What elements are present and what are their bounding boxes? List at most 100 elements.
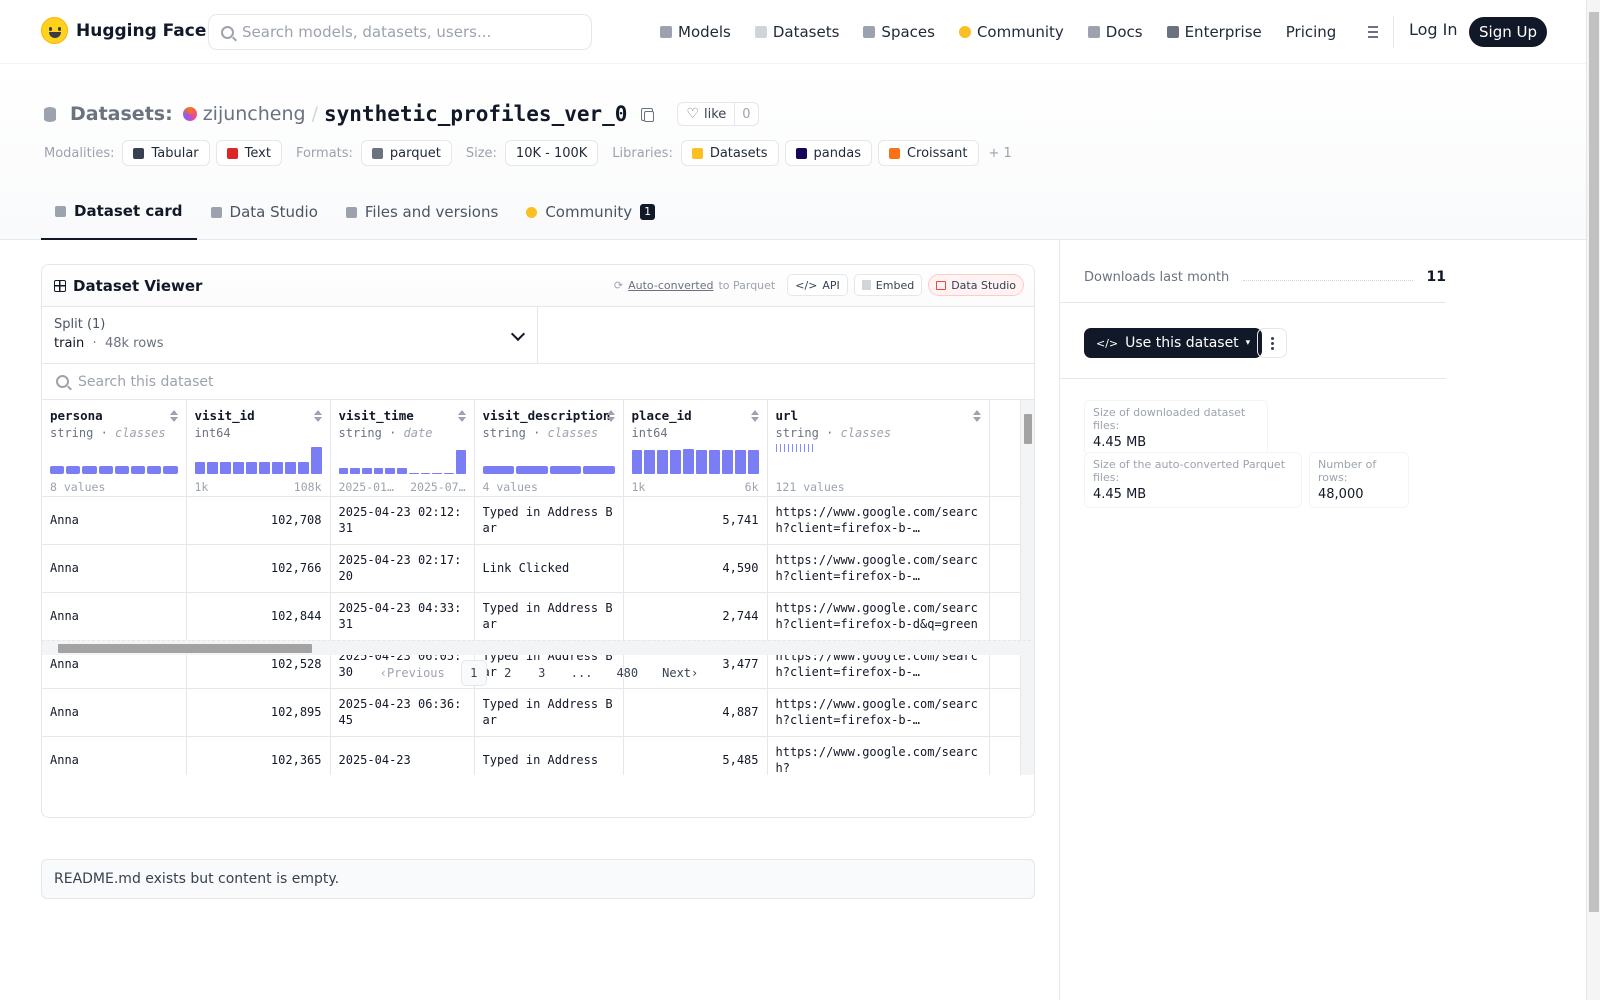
histogram-bar[interactable] — [747, 450, 759, 474]
tab-community[interactable]: Community 1 — [512, 184, 669, 240]
table-cell[interactable]: 102,895 — [186, 688, 331, 737]
column-histogram[interactable] — [775, 444, 813, 452]
column-header-visit_description[interactable]: visit_description string · classes 4 value… — [474, 400, 624, 497]
histogram-bar[interactable] — [670, 450, 682, 474]
column-header-visit_id[interactable]: visit_id int64 1k 108k — [186, 400, 331, 497]
histogram-tick[interactable] — [791, 444, 793, 452]
histogram-bar[interactable] — [657, 450, 669, 474]
page-scrollbar[interactable] — [1586, 0, 1600, 1000]
table-row[interactable]: Anna 102,766 2025-04-23 02:17:20 Link Click… — [42, 544, 1030, 593]
auto-converted-link[interactable]: Auto-converted — [628, 278, 714, 292]
histogram-bar[interactable] — [397, 468, 407, 474]
split-dropdown[interactable]: Split (1) train · 48k rows — [42, 307, 538, 364]
owner-link[interactable]: zijuncheng — [202, 103, 306, 125]
histogram-bar[interactable] — [708, 450, 720, 474]
table-cell[interactable]: 4,887 — [623, 688, 768, 737]
histogram-segment[interactable] — [50, 466, 65, 474]
column-histogram[interactable] — [194, 444, 322, 474]
histogram-bar[interactable] — [696, 450, 707, 474]
column-histogram[interactable] — [631, 444, 759, 474]
histogram-tick[interactable] — [799, 444, 801, 452]
table-cell[interactable]: https://www.google.com/search?client=fir… — [767, 688, 990, 737]
table-cell[interactable]: Typed in Address Bar — [474, 496, 624, 545]
tab-files-and-versions[interactable]: Files and versions — [332, 184, 512, 240]
histogram-bar[interactable] — [220, 462, 232, 474]
library-croissant-chip[interactable]: Croissant — [877, 140, 979, 166]
column-histogram[interactable] — [482, 444, 615, 474]
histogram-bar[interactable] — [297, 462, 309, 474]
table-cell[interactable]: 102,708 — [186, 496, 331, 545]
histogram-bar[interactable] — [385, 468, 396, 474]
format-parquet-chip[interactable]: parquet — [360, 140, 452, 166]
histogram-segment[interactable] — [98, 466, 113, 474]
modality-tabular-chip[interactable]: Tabular — [122, 140, 210, 166]
histogram-bar[interactable] — [373, 468, 384, 474]
previous-page-button[interactable]: ‹ Previous — [379, 666, 445, 680]
nav-link-enterprise[interactable]: Enterprise — [1166, 20, 1262, 44]
table-cell[interactable]: 2,744 — [623, 592, 768, 641]
histogram-segment[interactable] — [482, 466, 514, 474]
breadcrumb-datasets[interactable]: Datasets: — [70, 103, 173, 125]
menu-icon[interactable] — [1360, 26, 1379, 38]
page-3[interactable]: 3 — [538, 666, 546, 680]
table-row[interactable]: Anna 102,365 2025-04-23 Typed in Address 5,4… — [42, 736, 1030, 775]
column-header-url[interactable]: url string · classes 121 values — [767, 400, 990, 497]
table-cell[interactable]: 102,844 — [186, 592, 331, 641]
like-count[interactable]: 0 — [742, 106, 751, 122]
histogram-bar[interactable] — [338, 468, 349, 474]
global-search-input[interactable] — [242, 23, 562, 41]
histogram-tick[interactable] — [779, 444, 781, 452]
table-cell[interactable]: Typed in Address Bar — [474, 592, 624, 641]
next-page-button[interactable]: Next › — [662, 666, 699, 680]
histogram-bar[interactable] — [683, 448, 695, 474]
histogram-tick[interactable] — [787, 444, 789, 452]
embed-button[interactable]: Embed — [853, 274, 923, 296]
table-cell[interactable]: https://www.google.com/search? — [767, 736, 990, 775]
signup-button[interactable]: Sign Up — [1469, 17, 1547, 47]
histogram-bar[interactable] — [644, 450, 656, 474]
table-cell[interactable]: Anna — [42, 496, 187, 545]
column-header-place_id[interactable]: place_id int64 1k 6k — [623, 400, 768, 497]
histogram-segment[interactable] — [549, 466, 581, 474]
histogram-bar[interactable] — [207, 462, 219, 474]
column-histogram[interactable] — [998, 444, 1021, 474]
library-pandas-chip[interactable]: pandas — [784, 140, 872, 166]
page-2[interactable]: 2 — [504, 666, 512, 680]
histogram-tick[interactable] — [811, 444, 813, 452]
table-row[interactable]: Anna 102,708 2025-04-23 02:12:31 Typed in A… — [42, 496, 1030, 545]
modality-text-chip[interactable]: Text — [215, 140, 282, 166]
table-cell[interactable]: 4,590 — [623, 544, 768, 593]
sort-icon[interactable] — [313, 410, 322, 422]
histogram-bar[interactable] — [246, 462, 258, 474]
page-1[interactable]: 1 — [460, 660, 487, 686]
histogram-tick[interactable] — [775, 444, 777, 452]
histogram-segment[interactable] — [163, 466, 178, 474]
column-histogram[interactable] — [50, 444, 178, 474]
login-link[interactable]: Log In — [1409, 20, 1458, 39]
table-cell[interactable]: Anna — [42, 736, 187, 775]
horizontal-scrollbar[interactable] — [42, 640, 1034, 655]
tab-data-studio[interactable]: Data Studio — [197, 184, 332, 240]
nav-link-datasets[interactable]: Datasets — [754, 20, 839, 44]
histogram-bar[interactable] — [233, 462, 245, 474]
histogram-bar[interactable] — [432, 472, 443, 474]
table-cell[interactable]: Link Clicked — [474, 544, 624, 593]
page-scroll-thumb[interactable] — [1589, 12, 1599, 912]
vertical-scroll-thumb[interactable] — [1024, 414, 1032, 444]
table-cell[interactable]: https://www.google.com/search?client=fir… — [767, 496, 990, 545]
histogram-bar[interactable] — [631, 450, 643, 474]
use-dataset-button[interactable]: </> Use this dataset ▾ — [1084, 328, 1263, 358]
histogram-bar[interactable] — [310, 447, 322, 474]
more-options-button[interactable] — [1257, 328, 1287, 358]
like-button[interactable]: ♡ like — [678, 103, 736, 125]
table-cell[interactable]: 2025-04-23 06:36:45 — [330, 688, 475, 737]
table-cell[interactable]: Anna — [42, 544, 187, 593]
table-cell[interactable]: 2025-04-23 02:17:20 — [330, 544, 475, 593]
copy-icon[interactable] — [641, 107, 655, 122]
histogram-segment[interactable] — [583, 466, 615, 474]
tab-dataset-card[interactable]: Dataset card — [41, 184, 197, 240]
sort-icon[interactable] — [606, 410, 615, 422]
horizontal-scroll-thumb[interactable] — [58, 644, 312, 653]
table-cell[interactable]: 5,485 — [623, 736, 768, 775]
dataset-search[interactable] — [42, 364, 1034, 400]
